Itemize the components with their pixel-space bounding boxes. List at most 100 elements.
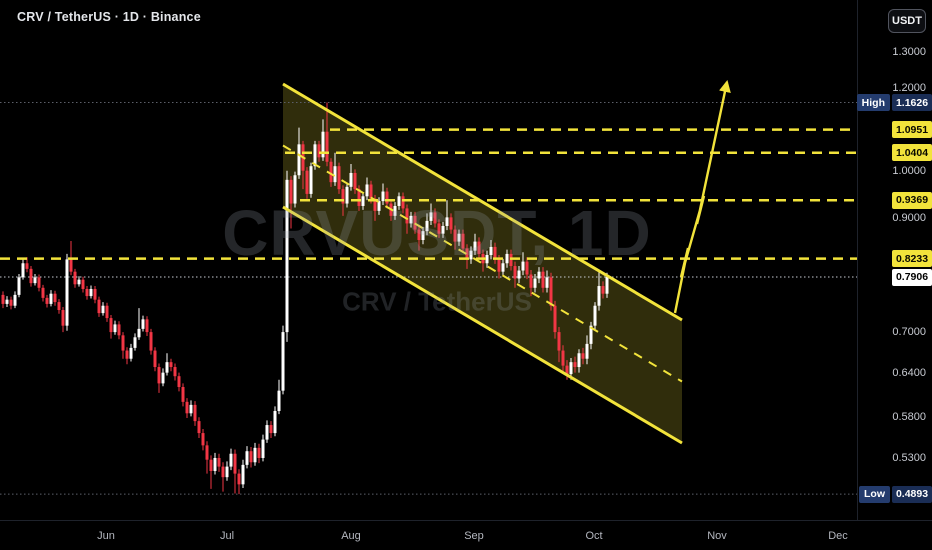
candle-up <box>429 212 433 221</box>
candle-down <box>549 277 553 306</box>
month-label: Aug <box>341 530 361 542</box>
low-price-badge-value: 0.4893 <box>892 485 932 503</box>
candle-down <box>205 445 209 460</box>
candle-down <box>69 259 73 272</box>
candle-down <box>249 451 253 463</box>
candle-down <box>45 297 49 304</box>
candle-up <box>393 205 397 216</box>
price-tick: 1.3000 <box>892 45 926 58</box>
candle-down <box>373 198 377 211</box>
candle-up <box>77 279 81 285</box>
candle-down <box>477 241 481 254</box>
level-price-badge-value: 0.8233 <box>892 250 932 268</box>
candle-up <box>377 201 381 211</box>
month-label: Jun <box>97 530 115 542</box>
candle-down <box>93 288 97 300</box>
month-label: Dec <box>828 530 848 542</box>
candle-up <box>517 270 521 279</box>
candle-up <box>293 175 297 204</box>
candle-down <box>97 299 101 314</box>
candle-down <box>221 466 225 478</box>
candle-down <box>325 131 329 162</box>
candle-down <box>525 261 529 275</box>
candle-up <box>313 144 317 167</box>
candle-up <box>65 259 69 326</box>
level-price-badge: 0.8233 <box>892 250 932 268</box>
candle-down <box>337 166 341 190</box>
candle-down <box>233 453 237 474</box>
candle-down <box>9 299 13 306</box>
chart-canvas[interactable]: CRVUSDT, 1D CRV / TetherUS <box>0 0 857 520</box>
candle-up <box>113 324 117 333</box>
candle-up <box>585 343 589 359</box>
channel-bottom-line[interactable] <box>282 205 683 445</box>
candle-down <box>217 457 221 467</box>
candle-up <box>21 263 25 278</box>
candle-up <box>473 241 477 251</box>
candle-up <box>593 305 597 326</box>
last-price-badge: 0.7906 <box>892 268 932 286</box>
candle-up <box>545 277 549 288</box>
candle-down <box>557 332 561 351</box>
candle-down <box>541 271 545 288</box>
candle-down <box>461 233 465 249</box>
candle-up <box>457 233 461 242</box>
candle-up <box>577 353 581 368</box>
candle-down <box>153 350 157 368</box>
level-price-badge-value: 1.0951 <box>892 121 932 139</box>
candle-down <box>417 229 421 241</box>
month-label: Nov <box>707 530 727 542</box>
price-tick: 0.9000 <box>892 212 926 225</box>
channel-top-line[interactable] <box>282 82 683 322</box>
high-price-badge: High 1.1626 <box>856 94 932 112</box>
candle-up <box>137 328 141 338</box>
candle-down <box>289 179 293 204</box>
candle-down <box>81 279 85 289</box>
candle-up <box>425 220 429 232</box>
candle-down <box>529 274 533 288</box>
currency-toggle-button[interactable]: USDT <box>888 9 926 33</box>
candle-up <box>277 390 281 411</box>
time-axis[interactable]: Jun Jul Aug Sep Oct Nov Dec <box>0 520 932 550</box>
candle-up <box>521 261 525 271</box>
candle-down <box>573 362 577 368</box>
candle-up <box>361 196 365 206</box>
price-tick: 0.6400 <box>892 366 926 379</box>
low-price-badge-label: Low <box>859 485 890 503</box>
symbol-title[interactable]: CRV / TetherUS · 1D · Binance <box>17 10 201 24</box>
candle-up <box>345 186 349 204</box>
candle-down <box>193 404 197 422</box>
candle-down <box>433 212 437 224</box>
candle-down <box>201 433 205 446</box>
candle-down <box>209 459 213 471</box>
level-price-badge-value: 1.0404 <box>892 144 932 162</box>
candle-down <box>85 288 89 297</box>
candle-down <box>157 367 161 384</box>
candle-up <box>133 337 137 348</box>
candle-up <box>273 410 277 434</box>
candle-up <box>13 294 17 306</box>
candle-up <box>589 325 593 344</box>
candle-down <box>109 318 113 333</box>
candle-up <box>489 246 493 256</box>
candle-down <box>269 425 273 434</box>
candle-down <box>509 253 513 267</box>
candle-down <box>453 229 457 242</box>
candle-up <box>297 144 301 176</box>
candle-down <box>257 447 261 458</box>
candle-down <box>493 246 497 260</box>
candle-down <box>465 248 469 260</box>
candle-down <box>449 217 453 230</box>
candle-up <box>33 277 37 284</box>
candle-up <box>101 305 105 314</box>
projection-arrow-up[interactable] <box>673 80 731 314</box>
last-price-badge-value: 0.7906 <box>892 268 932 286</box>
candle-up <box>49 293 53 304</box>
candle-up <box>241 464 245 485</box>
month-label: Sep <box>464 530 484 542</box>
candle-down <box>149 332 153 351</box>
price-axis[interactable]: 1.3000 1.2000 1.0000 0.9000 0.7000 0.6400 0.58… <box>856 0 932 520</box>
candle-down <box>357 189 361 206</box>
high-price-badge-label: High <box>856 94 890 112</box>
